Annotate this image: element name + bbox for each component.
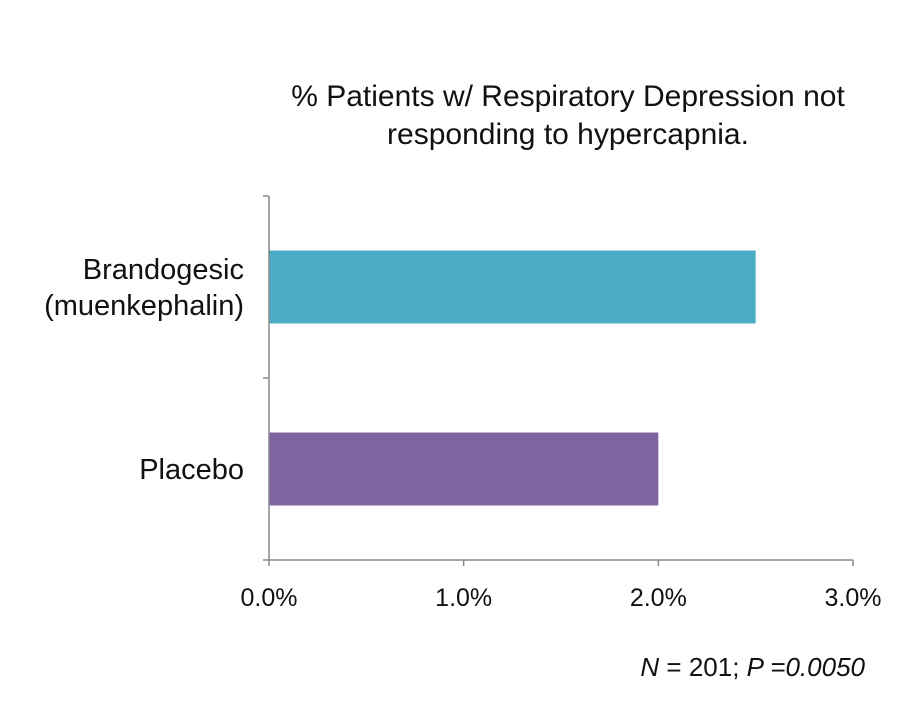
category-label-0-0: Brandogesic bbox=[83, 254, 244, 286]
bars-layer bbox=[269, 251, 756, 506]
footnote: N = 201; P =0.0050 bbox=[640, 652, 865, 683]
category-label-0-1: (muenkephalin) bbox=[44, 290, 244, 322]
footnote-p-text: =0.0050 bbox=[763, 652, 865, 682]
footnote-n-text: = 201; bbox=[659, 652, 746, 682]
x-tick-label-2: 2.0% bbox=[630, 584, 687, 612]
bar-1 bbox=[269, 433, 658, 506]
footnote-p-label: P bbox=[747, 652, 763, 682]
footnote-n-label: N bbox=[640, 652, 659, 682]
x-tick-label-1: 1.0% bbox=[435, 584, 492, 612]
x-tick-label-0: 0.0% bbox=[241, 584, 298, 612]
bar-0 bbox=[269, 251, 756, 324]
category-label-1-0: Placebo bbox=[139, 454, 244, 486]
x-tick-label-3: 3.0% bbox=[825, 584, 882, 612]
